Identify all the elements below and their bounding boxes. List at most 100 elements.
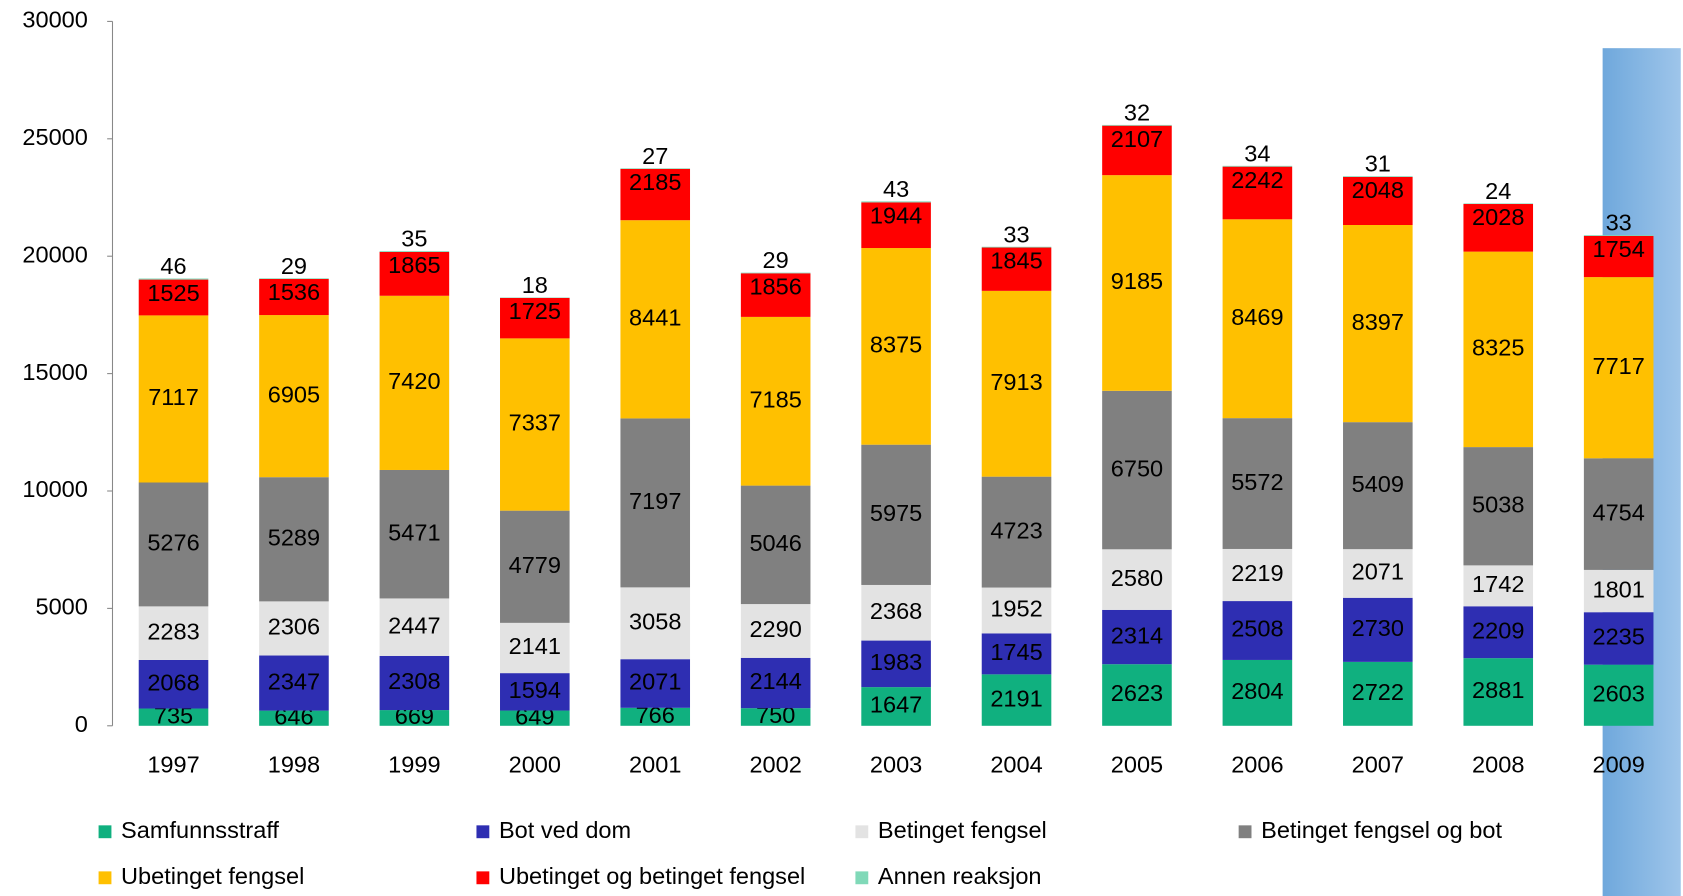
y-tick-label: 5000	[35, 594, 87, 620]
x-tick-label: 1998	[268, 752, 320, 778]
data-label: 2219	[1231, 560, 1283, 586]
data-label: 7117	[148, 384, 199, 410]
data-label: 32	[1124, 99, 1150, 125]
data-label: 1845	[990, 248, 1042, 274]
x-tick-label: 2009	[1592, 752, 1644, 778]
data-label: 2881	[1472, 677, 1524, 703]
data-label: 5289	[268, 525, 320, 551]
data-label: 2580	[1111, 565, 1163, 591]
data-label: 2191	[990, 685, 1042, 711]
data-label: 1742	[1472, 571, 1524, 597]
data-label: 1801	[1592, 576, 1644, 602]
data-label: 1983	[870, 649, 922, 675]
legend-swatch	[99, 825, 112, 838]
data-label: 2107	[1111, 126, 1163, 152]
data-label: 2603	[1592, 680, 1644, 706]
data-label: 2071	[1352, 559, 1404, 585]
x-tick-label: 2007	[1352, 752, 1404, 778]
data-label: 2722	[1352, 679, 1404, 705]
data-label: 2804	[1231, 678, 1283, 704]
data-label: 33	[1606, 210, 1632, 236]
data-label: 5471	[388, 519, 440, 545]
data-label: 33	[1003, 221, 1029, 247]
data-label: 18	[522, 272, 548, 298]
data-label: 1525	[147, 280, 199, 306]
x-tick-label: 1997	[147, 752, 199, 778]
x-tick-label: 2003	[870, 752, 922, 778]
x-tick-label: 2001	[629, 752, 681, 778]
data-label: 2314	[1111, 622, 1163, 648]
data-label: 1536	[268, 279, 320, 305]
data-label: 7197	[629, 488, 681, 514]
legend-label: Betinget fengsel og bot	[1261, 817, 1502, 843]
data-label: 2209	[1472, 617, 1524, 643]
data-label: 2048	[1352, 177, 1404, 203]
data-label: 1952	[990, 596, 1042, 622]
x-tick-label: 2006	[1231, 752, 1283, 778]
data-label: 46	[160, 253, 186, 279]
data-label: 24	[1485, 178, 1511, 204]
data-label: 2028	[1472, 204, 1524, 230]
data-label: 2141	[509, 633, 561, 659]
data-label: 2071	[629, 669, 681, 695]
x-tick-label: 2002	[749, 752, 801, 778]
data-label: 2242	[1231, 167, 1283, 193]
data-label: 2347	[268, 668, 320, 694]
page: {"chart_data": {"type": "stacked-bar", "…	[0, 0, 1683, 896]
data-label: 2144	[749, 668, 801, 694]
x-tick-label: 2004	[990, 752, 1042, 778]
data-label: 1754	[1592, 236, 1644, 262]
data-label: 2290	[749, 616, 801, 642]
y-tick-label: 25000	[22, 124, 87, 150]
legend-swatch	[476, 871, 489, 884]
data-label: 6750	[1111, 455, 1163, 481]
legend-label: Annen reaksjon	[878, 863, 1042, 889]
data-label: 8325	[1472, 335, 1524, 361]
data-label: 4779	[509, 552, 561, 578]
legend-swatch	[476, 825, 489, 838]
data-label: 2235	[1592, 624, 1644, 650]
data-label: 1865	[388, 252, 440, 278]
data-label: 2447	[388, 612, 440, 638]
y-tick-label: 30000	[22, 7, 87, 33]
data-label: 6905	[268, 381, 320, 407]
data-label: 29	[763, 247, 789, 273]
data-label: 34	[1244, 140, 1270, 166]
data-label: 8469	[1231, 304, 1283, 330]
data-label: 2283	[147, 618, 199, 644]
data-label: 1745	[990, 639, 1042, 665]
x-tick-label: 2008	[1472, 752, 1524, 778]
data-label: 2306	[268, 614, 320, 640]
data-label: 7337	[509, 410, 561, 436]
data-label: 2068	[147, 669, 199, 695]
data-label: 1725	[509, 298, 561, 324]
data-label: 27	[642, 143, 668, 169]
y-tick-label: 20000	[22, 241, 87, 267]
data-label: 1856	[749, 274, 801, 300]
data-label: 8441	[629, 305, 681, 331]
data-label: 8397	[1352, 309, 1404, 335]
legend-swatch	[1239, 825, 1252, 838]
x-tick-label: 2005	[1111, 752, 1163, 778]
data-label: 5409	[1352, 471, 1404, 497]
data-label: 3058	[629, 608, 681, 634]
data-label: 7717	[1592, 353, 1644, 379]
chart: 0500010000150002000025000300001997735206…	[0, 0, 1683, 896]
data-label: 2308	[388, 668, 440, 694]
data-label: 2185	[629, 169, 681, 195]
data-label: 4754	[1592, 499, 1644, 525]
data-label: 7185	[749, 386, 801, 412]
data-label: 43	[883, 176, 909, 202]
x-tick-label: 1999	[388, 752, 440, 778]
legend-label: Bot ved dom	[499, 817, 631, 843]
data-label: 2508	[1231, 616, 1283, 642]
legend-label: Ubetinget og betinget fengsel	[499, 863, 805, 889]
data-label: 35	[401, 226, 427, 252]
data-label: 2623	[1111, 680, 1163, 706]
data-label: 1944	[870, 203, 922, 229]
y-tick-label: 15000	[22, 359, 87, 385]
legend-swatch	[855, 825, 868, 838]
data-label: 2730	[1352, 615, 1404, 641]
legend-swatch	[99, 871, 112, 884]
data-label: 5046	[749, 530, 801, 556]
